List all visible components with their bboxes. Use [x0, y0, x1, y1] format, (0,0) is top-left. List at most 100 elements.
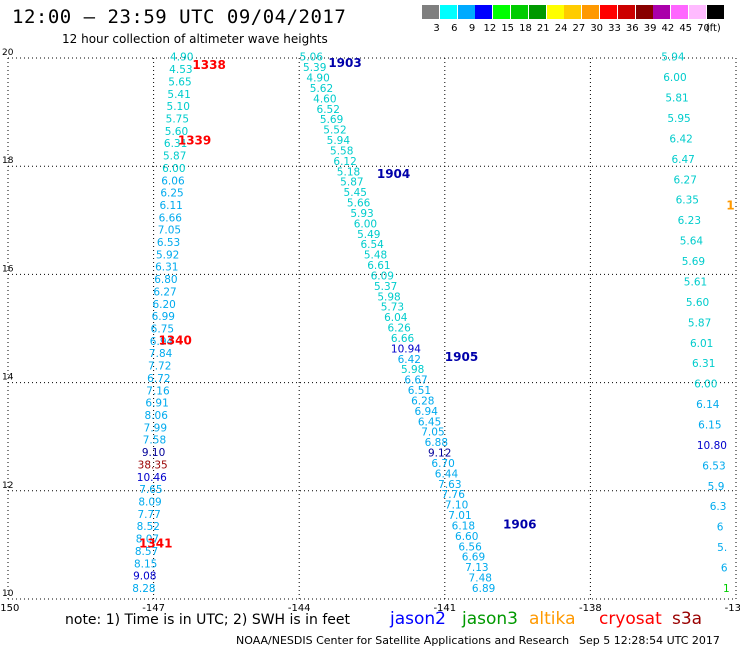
wave-height-label: 6.99 [152, 311, 175, 323]
wave-height-label: 6.75 [151, 324, 174, 336]
pass-time-label: 1339 [178, 134, 211, 148]
wave-height-label: 7.76 [442, 489, 466, 501]
wave-height-label: 4.53 [169, 64, 192, 76]
legend-label: 12 [483, 23, 497, 34]
legend-swatch [564, 5, 582, 19]
wave-height-label: 6.91 [145, 398, 168, 410]
wave-height-label: 5.94 [327, 135, 351, 147]
wave-height-label: 7.77 [137, 509, 160, 521]
wave-height-label: 6.53 [702, 460, 725, 472]
satellite-label-cryosat: cryosat [599, 609, 662, 629]
satellite-label-jason3: jason3 [462, 609, 518, 629]
legend-label: 70 [697, 23, 710, 34]
wave-height-label: 6.51 [408, 385, 431, 397]
legend-swatch [635, 5, 653, 19]
wave-height-label: 6.54 [360, 239, 384, 251]
generation-timestamp: Sep 5 12:28:54 UTC 2017 [579, 634, 720, 647]
wave-height-label: 5.62 [310, 83, 333, 95]
legend-swatch [689, 5, 706, 19]
wave-height-label: 5. [717, 542, 727, 554]
pass-time-label: 1341 [139, 537, 172, 551]
wave-height-label: 8.28 [132, 583, 155, 595]
wave-height-label: 4.90 [306, 73, 329, 85]
wave-height-label: 6.3 [710, 501, 727, 513]
wave-height-label: 7.65 [139, 484, 162, 496]
wave-height-label: 6 [721, 563, 728, 575]
satellite-label-jason2: jason2 [390, 609, 446, 629]
wave-height-label: 5.87 [688, 317, 711, 329]
wave-height-label: 6.89 [472, 583, 495, 595]
wave-height-label: 6.06 [161, 175, 185, 187]
wave-height-label: 5.61 [684, 276, 707, 288]
wave-height-label: 5.60 [165, 126, 188, 138]
wave-height-label: 10.46 [137, 472, 167, 484]
wave-height-label: 6.31 [155, 262, 178, 274]
wave-height-label: 6.72 [147, 373, 170, 385]
legend-swatch [422, 5, 439, 19]
legend-label: (ft) [705, 23, 721, 34]
legend-swatch [582, 5, 600, 19]
pass-time-label: 1904 [377, 167, 410, 181]
wave-height-label: 6.27 [674, 174, 697, 186]
wave-height-label: 5.48 [364, 250, 387, 262]
legend-label: 3 [433, 23, 440, 34]
pass-time-label: 1338 [192, 58, 225, 72]
wave-height-label: 6.20 [152, 299, 175, 311]
legend-swatch [457, 5, 475, 19]
wave-height-label: 7.58 [143, 435, 166, 447]
legend-label: 39 [643, 23, 657, 34]
wave-height-label: 6.31 [692, 358, 715, 370]
wave-height-label: 6 [717, 522, 724, 534]
wave-height-label: 5.98 [401, 364, 424, 376]
wave-height-label: 8.15 [134, 558, 157, 570]
x-tick-label: -141 [433, 603, 456, 614]
wave-height-label: 5.73 [381, 302, 404, 314]
wave-height-label: 6.42 [669, 133, 692, 145]
wave-height-label: 5.69 [682, 256, 705, 268]
x-tick-label: -144 [288, 603, 311, 614]
x-tick-label: -150 [0, 603, 19, 614]
legend-swatch [439, 5, 457, 19]
credit-line: NOAA/NESDIS Center for Satellite Applica… [236, 634, 570, 647]
legend-label: 21 [536, 23, 550, 34]
wave-height-label: 7.48 [469, 573, 492, 585]
wave-height-label: 7.13 [465, 562, 488, 574]
wave-height-label: 6.18 [452, 520, 475, 532]
wave-height-label: 5.18 [337, 166, 360, 178]
footer-note: note: 1) Time is in UTC; 2) SWH is in fe… [65, 612, 351, 628]
satellite-label-s3a: s3a [672, 609, 703, 629]
y-tick-label: 14 [2, 373, 14, 383]
wave-height-label: 7.10 [445, 500, 468, 512]
wave-height-label: 6.00 [694, 379, 717, 391]
wave-height-label: 6.44 [435, 468, 459, 480]
wave-height-label: 6.04 [384, 312, 408, 324]
wave-height-label: 5.60 [686, 297, 709, 309]
wave-height-label: 6.56 [458, 541, 482, 553]
wave-height-label: 7.05 [421, 427, 444, 439]
wave-height-label: 6.14 [696, 399, 720, 411]
wave-height-label: 6.27 [153, 286, 176, 298]
wave-height-label: 6.09 [371, 270, 394, 282]
wave-height-label: 8.09 [138, 496, 161, 508]
legend-label: 33 [608, 23, 621, 34]
wave-height-label: 8.52 [137, 521, 160, 533]
wave-height-label: 6.01 [690, 338, 713, 350]
wave-height-label: 5.45 [344, 187, 367, 199]
y-tick-label: 20 [2, 48, 14, 58]
wave-height-label: 6.66 [391, 333, 415, 345]
y-tick-label: 10 [2, 589, 14, 599]
page-subtitle: 12 hour collection of altimeter wave hei… [62, 32, 328, 46]
wave-height-label: 7.05 [158, 225, 181, 237]
wave-height-label: 6.00 [162, 163, 185, 175]
legend-swatch [546, 5, 564, 19]
wave-height-label: 6.42 [398, 354, 421, 366]
wave-height-label: 5.58 [330, 145, 353, 157]
wave-height-label: 7.01 [448, 510, 471, 522]
wave-height-label: 5.06 [300, 52, 324, 64]
legend-swatch [706, 5, 724, 19]
wave-height-label: 5.41 [167, 89, 190, 101]
legend-swatch [600, 5, 617, 19]
wave-height-label: 6.69 [462, 552, 485, 564]
wave-height-label: 6.23 [678, 215, 701, 227]
y-tick-label: 16 [2, 264, 14, 274]
